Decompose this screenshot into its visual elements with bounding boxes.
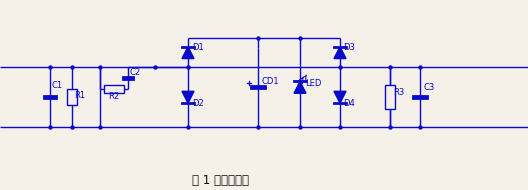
- Text: 图 1 驱动线路图: 图 1 驱动线路图: [192, 174, 249, 187]
- Text: R1: R1: [74, 91, 85, 100]
- Text: R3: R3: [393, 88, 404, 97]
- Text: C2: C2: [130, 68, 141, 78]
- Text: LED: LED: [305, 79, 322, 88]
- Bar: [67, 89, 77, 105]
- Text: D2: D2: [192, 99, 204, 108]
- Polygon shape: [334, 91, 346, 103]
- Text: D3: D3: [343, 43, 355, 52]
- Polygon shape: [294, 81, 306, 93]
- Bar: [104, 85, 124, 93]
- Text: C3: C3: [423, 83, 434, 92]
- Text: D1: D1: [192, 43, 204, 52]
- Text: D4: D4: [343, 99, 355, 108]
- Text: CD1: CD1: [261, 77, 279, 86]
- Text: C1: C1: [52, 81, 63, 90]
- Bar: [385, 85, 395, 109]
- Polygon shape: [334, 47, 346, 59]
- Text: R2: R2: [108, 92, 119, 101]
- Polygon shape: [182, 47, 194, 59]
- Polygon shape: [182, 91, 194, 103]
